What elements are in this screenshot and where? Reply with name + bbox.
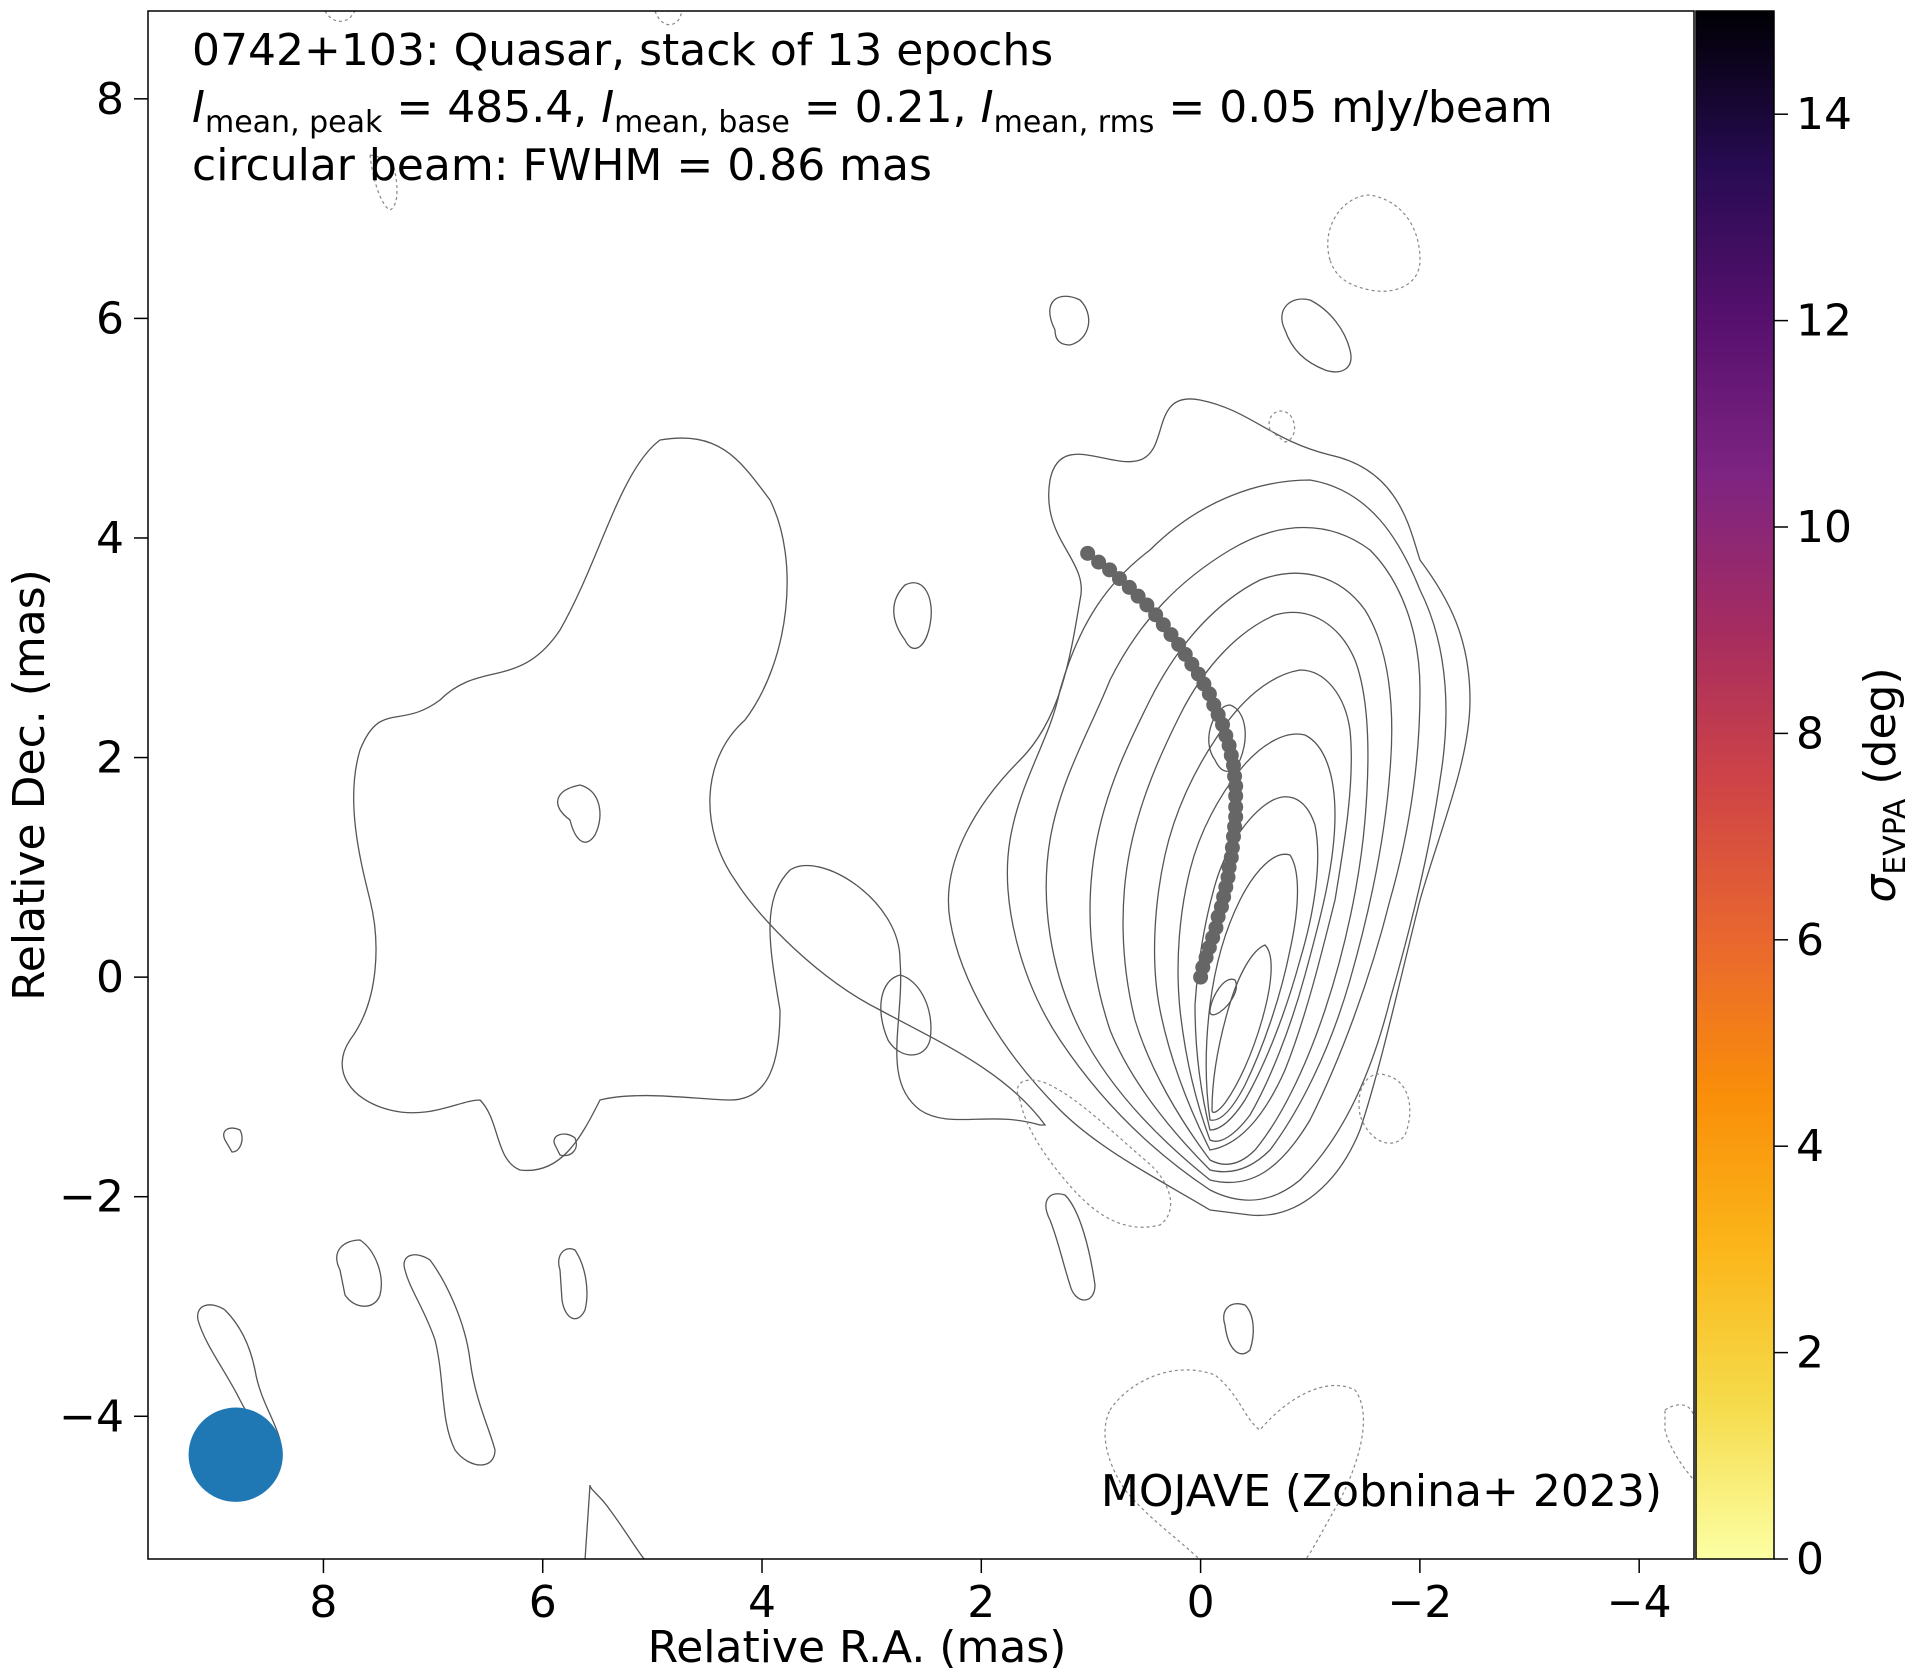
intensity-symbol: I — [192, 82, 205, 133]
base-value: = 0.21, — [790, 82, 981, 133]
contour-jet-envelope — [947, 398, 1471, 1217]
y-tick-label: −4 — [59, 1391, 124, 1442]
intensity-symbol: I — [601, 82, 614, 133]
contour-level-2 — [1006, 479, 1447, 1201]
negative-contour — [369, 154, 398, 211]
colorbar-tick-label: 0 — [1796, 1534, 1824, 1585]
x-tick-label: −2 — [1387, 1577, 1452, 1628]
y-tick-label: 4 — [96, 513, 124, 564]
ridgeline-point — [1228, 799, 1244, 815]
evpa-subscript: EVPA — [1878, 798, 1905, 875]
x-tick-label: 8 — [309, 1577, 337, 1628]
contour-level-8 — [1194, 796, 1319, 1131]
contour-level-9 — [1205, 853, 1299, 1121]
contour-upper-jet — [1208, 704, 1246, 772]
x-tick-label: 2 — [967, 1577, 995, 1628]
x-tick-label: 6 — [529, 1577, 557, 1628]
contour-island — [1049, 295, 1090, 346]
y-tick-label: 2 — [96, 733, 124, 784]
contour-map — [197, 11, 1694, 1559]
intensity-symbol: I — [981, 82, 994, 133]
contour-core — [1209, 978, 1237, 1016]
y-axis-title: Relative Dec. (mas) — [4, 569, 55, 1001]
contour-island — [336, 1239, 382, 1307]
title-line-3: circular beam: FWHM = 0.86 mas — [192, 140, 932, 191]
negative-contour — [1104, 1369, 1364, 1559]
contour-island — [558, 1248, 588, 1320]
unit-text: (deg) — [1855, 667, 1905, 798]
ridgeline-point — [1148, 607, 1164, 623]
contour-level-6 — [1153, 669, 1352, 1151]
x-tick-label: 0 — [1187, 1577, 1215, 1628]
contour-level-4 — [1089, 572, 1393, 1173]
contour-island — [557, 784, 601, 843]
contour-island — [584, 1484, 646, 1559]
y-tick-label: 6 — [96, 293, 124, 344]
ridgeline-point — [1227, 768, 1243, 784]
sigma-symbol: σ — [1855, 874, 1905, 903]
negative-contour — [1327, 194, 1421, 292]
contour-outer — [341, 437, 1047, 1172]
colorbar-label: σEVPA (deg) — [1855, 667, 1905, 902]
plot-frame — [147, 10, 1695, 1560]
contour-island — [1045, 1193, 1096, 1301]
contour-island — [893, 582, 932, 650]
colorbar-tick-label: 14 — [1796, 89, 1852, 140]
ridgeline-point — [1121, 579, 1137, 595]
contour-level-10 — [1211, 944, 1272, 1114]
ridgeline-point — [1224, 840, 1240, 856]
negative-contour — [1016, 1079, 1172, 1228]
y-tick-label: −2 — [59, 1172, 124, 1223]
colorbar-tick-label: 2 — [1796, 1328, 1824, 1379]
colorbar-tick-label: 6 — [1796, 915, 1824, 966]
x-tick-label: 4 — [748, 1577, 776, 1628]
rms-subscript: mean, rms — [994, 105, 1155, 140]
contour-level-3 — [1045, 526, 1421, 1184]
title-line-1: 0742+103: Quasar, stack of 13 epochs — [192, 25, 1053, 76]
colorbar-tick-label: 8 — [1796, 708, 1824, 759]
negative-contour — [1358, 1073, 1411, 1144]
beam-circle — [188, 1407, 283, 1502]
x-axis-ticks: 8 6 4 2 0 −2 −4 — [309, 1559, 1672, 1628]
colorbar-tick-label: 10 — [1796, 502, 1852, 553]
beam-layer — [188, 1407, 283, 1502]
ridgeline-point — [1102, 562, 1118, 578]
contour-level-5 — [1122, 611, 1369, 1165]
ridgeline-point — [1080, 545, 1096, 561]
negative-contour — [1268, 410, 1296, 443]
rms-value: = 0.05 mJy/beam — [1154, 82, 1552, 133]
x-axis-title: Relative R.A. (mas) — [648, 1622, 1067, 1673]
credit-annotation: MOJAVE (Zobnina+ 2023) — [1101, 1466, 1662, 1517]
peak-subscript: mean, peak — [205, 105, 383, 140]
contour-island — [553, 1133, 577, 1157]
ridgeline-point — [1091, 554, 1107, 570]
y-axis-ticks: 8 6 4 2 0 −2 −4 — [59, 74, 148, 1442]
contour-island — [403, 1254, 496, 1466]
base-subscript: mean, base — [614, 105, 790, 140]
contour-island — [1223, 1303, 1254, 1355]
contour-island — [223, 1127, 243, 1153]
colorbar-tick-label: 4 — [1796, 1121, 1824, 1172]
contour-island — [1281, 298, 1352, 373]
x-tick-label: −4 — [1607, 1577, 1672, 1628]
y-tick-label: 0 — [96, 952, 124, 1003]
colorbar-ticks: 0 2 4 6 8 10 12 14 — [1774, 89, 1852, 1585]
colorbar — [1695, 10, 1775, 1560]
plot-area — [148, 11, 1694, 1559]
y-tick-label: 8 — [96, 74, 124, 125]
colorbar-tick-label: 12 — [1796, 296, 1852, 347]
title-line-2: Imean, peak = 485.4, Imean, base = 0.21,… — [192, 82, 1553, 140]
peak-value: = 485.4, — [382, 82, 601, 133]
ridgeline-points — [1080, 545, 1244, 985]
contour-level-7 — [1177, 733, 1336, 1142]
negative-contour — [1664, 1404, 1694, 1481]
ridgeline-point — [1111, 571, 1127, 587]
contour-island — [880, 974, 932, 1056]
contour-island — [197, 1304, 281, 1442]
